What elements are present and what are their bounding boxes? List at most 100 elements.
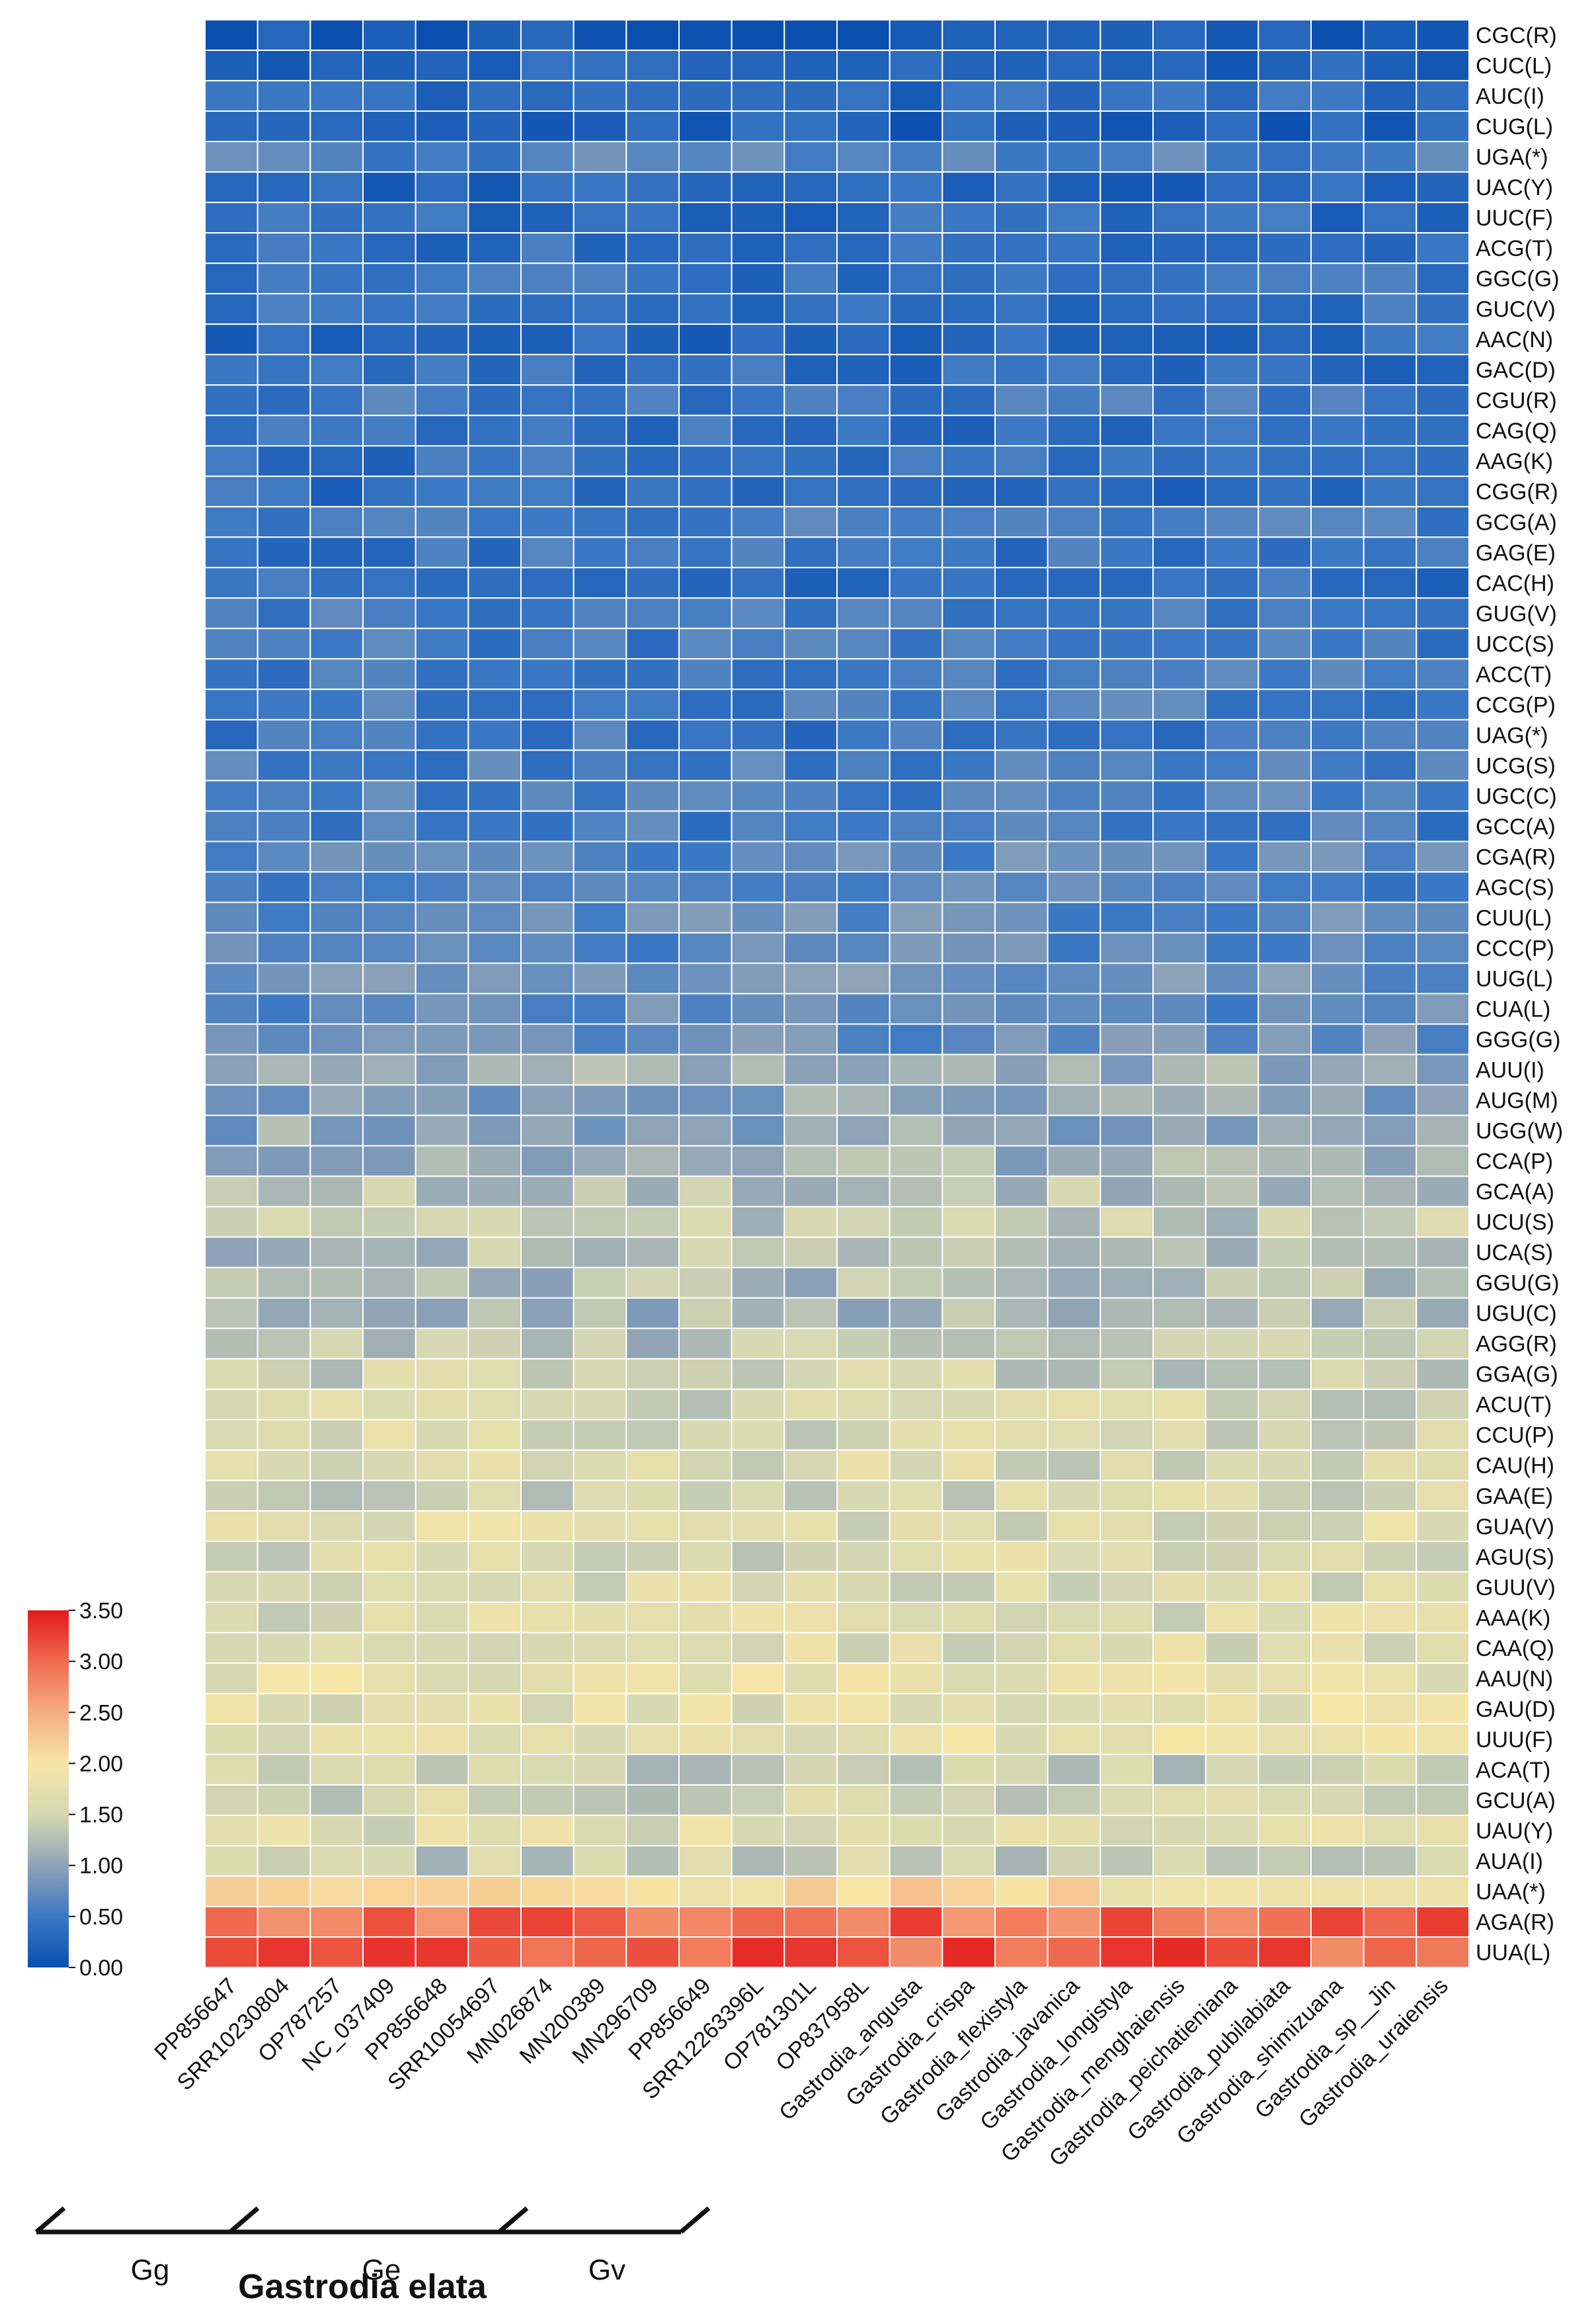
- heatmap-cell: [678, 932, 733, 964]
- heatmap-cell: [678, 1814, 733, 1846]
- heatmap-cell: [731, 445, 785, 477]
- heatmap-cell: [1152, 415, 1207, 447]
- heatmap-cell: [783, 749, 838, 782]
- heatmap-cell: [309, 1388, 364, 1421]
- row-label: UCU(S): [1476, 1210, 1554, 1235]
- heatmap-cell: [1363, 1084, 1417, 1116]
- heatmap-cell: [1152, 1388, 1207, 1421]
- heatmap-cell: [467, 1510, 522, 1542]
- heatmap-cell: [520, 1875, 575, 1907]
- heatmap-cell: [994, 19, 1049, 52]
- heatmap-cell: [309, 354, 364, 386]
- heatmap-cell: [1310, 1206, 1365, 1238]
- heatmap-cell: [731, 1084, 785, 1116]
- row-label: UUU(F): [1476, 1727, 1553, 1753]
- heatmap-cell: [889, 1662, 943, 1694]
- heatmap-cell: [625, 323, 680, 356]
- heatmap-cell: [257, 1753, 311, 1786]
- heatmap-cell: [362, 323, 417, 356]
- heatmap-cell: [836, 628, 891, 660]
- heatmap-cell: [783, 1692, 838, 1725]
- heatmap-cell: [204, 110, 259, 143]
- heatmap-cell: [1363, 80, 1417, 112]
- heatmap-cell: [1152, 141, 1207, 173]
- heatmap-cell: [520, 1236, 575, 1268]
- heatmap-cell: [415, 1571, 469, 1603]
- heatmap-cell: [731, 384, 785, 417]
- heatmap-cell: [573, 1419, 627, 1451]
- heatmap-cell: [1205, 1631, 1259, 1664]
- heatmap-cell: [678, 1327, 733, 1360]
- heatmap-cell: [625, 415, 680, 447]
- heatmap-cell: [994, 1419, 1049, 1451]
- heatmap-cell: [1205, 50, 1259, 82]
- heatmap-cell: [573, 1297, 627, 1329]
- heatmap-cell: [204, 993, 259, 1025]
- heatmap-cell: [625, 567, 680, 599]
- heatmap-cell: [1363, 567, 1417, 599]
- heatmap-cell: [309, 19, 364, 52]
- heatmap-cell: [309, 1053, 364, 1086]
- heatmap-cell: [1310, 1723, 1365, 1755]
- heatmap-cell: [889, 384, 943, 417]
- heatmap-cell: [257, 475, 311, 508]
- row-label: AUC(I): [1476, 84, 1544, 109]
- heatmap-cell: [1205, 1053, 1259, 1086]
- heatmap-cell: [889, 688, 943, 721]
- heatmap-cell: [994, 841, 1049, 873]
- heatmap-cell: [731, 323, 785, 356]
- heatmap-cell: [836, 475, 891, 508]
- heatmap-cell: [783, 1571, 838, 1603]
- row-label: CCA(P): [1476, 1149, 1553, 1175]
- heatmap-cell: [415, 1479, 469, 1512]
- heatmap-cell: [678, 962, 733, 995]
- heatmap-cell: [625, 597, 680, 630]
- heatmap-cell: [783, 293, 838, 325]
- heatmap-cell: [467, 1601, 522, 1633]
- heatmap-cell: [1205, 628, 1259, 660]
- heatmap-cell: [309, 1662, 364, 1694]
- heatmap-cell: [1310, 1327, 1365, 1360]
- heatmap-cell: [994, 1479, 1049, 1512]
- heatmap-cell: [1099, 1236, 1154, 1268]
- heatmap-cell: [994, 1723, 1049, 1755]
- heatmap-cell: [1310, 1449, 1365, 1481]
- heatmap-cell: [1257, 871, 1312, 903]
- heatmap-cell: [1205, 597, 1259, 630]
- heatmap-cell: [467, 1114, 522, 1147]
- heatmap-cell: [467, 475, 522, 508]
- heatmap-cell: [731, 1297, 785, 1329]
- heatmap-cell: [889, 323, 943, 356]
- heatmap-cell: [625, 141, 680, 173]
- heatmap-cell: [1310, 384, 1365, 417]
- heatmap-cell: [836, 1175, 891, 1208]
- heatmap-cell: [941, 1510, 996, 1542]
- heatmap-cell: [1047, 1358, 1101, 1390]
- heatmap-cell: [1152, 354, 1207, 386]
- heatmap-cell: [520, 171, 575, 204]
- heatmap-cell: [783, 871, 838, 903]
- heatmap-cell: [1363, 171, 1417, 204]
- heatmap-cell: [836, 962, 891, 995]
- heatmap-cell: [1310, 901, 1365, 934]
- heatmap-cell: [309, 658, 364, 690]
- heatmap-cell: [783, 567, 838, 599]
- row-label: CGA(R): [1476, 845, 1556, 870]
- heatmap-cell: [573, 1844, 627, 1877]
- heatmap-cell: [520, 293, 575, 325]
- heatmap-cell: [1310, 1479, 1365, 1512]
- heatmap-cell: [309, 171, 364, 204]
- heatmap-cell: [994, 1662, 1049, 1694]
- heatmap-cell: [783, 1419, 838, 1451]
- heatmap-cell: [731, 1053, 785, 1086]
- heatmap-cell: [1416, 1753, 1470, 1786]
- heatmap-cell: [362, 263, 417, 295]
- heatmap-cell: [415, 1266, 469, 1299]
- heatmap-cell: [889, 597, 943, 630]
- heatmap-cell: [625, 1419, 680, 1451]
- heatmap-cell: [1257, 384, 1312, 417]
- heatmap-cell: [257, 1327, 311, 1360]
- row-label: CUA(L): [1476, 997, 1550, 1022]
- heatmap-cell: [467, 780, 522, 812]
- heatmap-cell: [467, 171, 522, 204]
